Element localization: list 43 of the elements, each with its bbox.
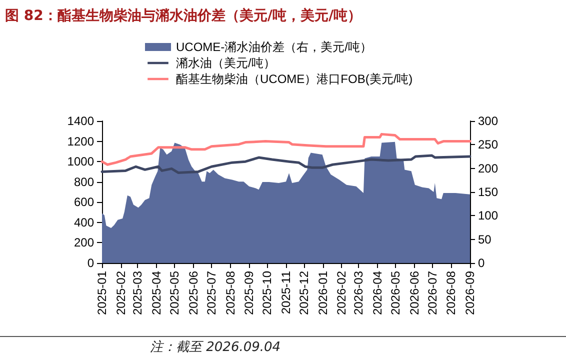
x-tick-label: 2025-11: [279, 270, 293, 314]
x-tick-label: 2025-06: [186, 270, 200, 316]
x-tick-label: 2026-06: [407, 270, 422, 316]
y-tick-label: 1200: [67, 134, 94, 148]
x-tick-label: 2025-10: [260, 270, 274, 316]
text: 注：截至 2026.09.04: [0, 336, 566, 360]
y2-tick-label: 50: [478, 232, 492, 246]
x-tick-label: 2026-09: [463, 270, 477, 316]
y-tick-label: 1000: [67, 154, 94, 169]
y2-tick-label: 200: [478, 161, 498, 176]
legend-label: 潲水油（美元/吨）: [176, 56, 276, 70]
y-tick-label: 0: [87, 256, 94, 270]
x-tick-label: 2025-04: [149, 270, 164, 316]
x-tick-label: 2026-01: [316, 270, 330, 316]
y2-tick-label: 0: [478, 256, 485, 270]
y-tick-label: 200: [74, 236, 94, 250]
y2-tick-label: 250: [478, 138, 498, 152]
chart-title: 图 82：酯基生物柴油与潲水油价差（美元/吨，美元/吨）: [5, 7, 362, 24]
x-tick-label: 2025-02: [114, 270, 128, 316]
legend-label: 酯基生物柴油（UCOME）港口FOB(美元/吨): [176, 72, 413, 86]
x-tick-label: 2026-02: [334, 270, 349, 316]
x-tick-label: 2026-07: [425, 270, 440, 316]
y-tick-label: 600: [74, 195, 94, 210]
x-tick-label: 2025-05: [168, 270, 182, 316]
y-tick-label: 400: [74, 215, 94, 230]
y2-tick-label: 300: [478, 114, 498, 128]
y2-tick-label: 150: [478, 185, 498, 199]
x-tick-label: 2025-12: [297, 270, 312, 316]
line-series: [100, 132, 472, 166]
x-tick-label: 2025-01: [95, 270, 109, 316]
y-tick-label: 1400: [67, 114, 94, 128]
line-series: [100, 154, 472, 174]
x-tick-label: 2026-03: [352, 270, 366, 316]
x-tick-label: 2025-09: [242, 270, 256, 316]
legend-label: UCOME-潲水油价差（右，美元/吨）: [176, 40, 372, 54]
y-tick-label: 800: [74, 174, 94, 189]
x-tick-label: 2026-04: [370, 270, 384, 316]
x-tick-label: 2025-08: [223, 270, 238, 316]
x-tick-label: 2026-08: [444, 270, 458, 316]
y2-tick-label: 100: [478, 208, 498, 223]
x-tick-label: 2026-05: [388, 270, 403, 316]
x-tick-label: 2025-07: [204, 270, 219, 316]
x-tick-label: 2025-03: [130, 270, 145, 316]
